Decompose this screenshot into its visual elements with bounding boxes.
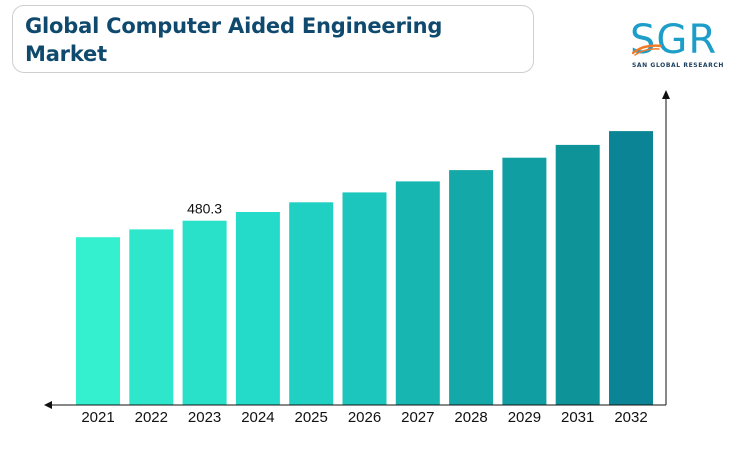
bar-2029 [502,157,547,405]
x-tick-label-2021: 2021 [81,409,114,426]
title-box: Global Computer Aided Engineering Market [12,5,534,73]
bar-2023 [182,220,227,405]
logo-subtitle: SAN GLOBAL RESEARCH [631,62,725,69]
y-axis-arrow-icon [662,90,670,99]
x-tick-label-2031: 2031 [561,409,594,426]
x-tick-label-2028: 2028 [454,409,487,426]
x-tick-label-2026: 2026 [348,409,381,426]
x-tick-label-2023: 2023 [188,409,221,426]
x-tick-labels: 2021 2022 2023 2024 2025 2026 2027 2028 2029 2031… [81,409,647,426]
bar-2026 [342,192,387,405]
sgr-logo: SGR SAN GLOBAL RESEARCH [630,18,726,74]
bar-2025 [289,202,334,405]
bars-group [76,131,653,405]
x-axis-arrow-icon [44,401,52,409]
logo-swoosh-icon [632,44,662,56]
x-tick-label-2024: 2024 [241,409,274,426]
logo-letters: SGR [630,17,718,63]
chart-title-line1: Global Computer Aided Engineering [25,14,443,38]
chart-title-line2: Market [25,42,107,66]
x-tick-label-2029: 2029 [508,409,541,426]
x-tick-label-2032: 2032 [614,409,647,426]
x-tick-label-2027: 2027 [401,409,434,426]
bar-2024 [235,212,280,405]
x-tick-label-2022: 2022 [135,409,168,426]
bar-2022 [129,229,174,405]
bar-2021 [76,237,120,405]
data-labels: 480.3 [187,201,222,217]
x-tick-label-2025: 2025 [295,409,328,426]
bar-2028 [449,170,494,405]
bar-2032 [609,131,653,405]
bar-2027 [395,181,440,405]
data-label-2023: 480.3 [187,201,222,217]
bar-2031 [555,144,600,405]
